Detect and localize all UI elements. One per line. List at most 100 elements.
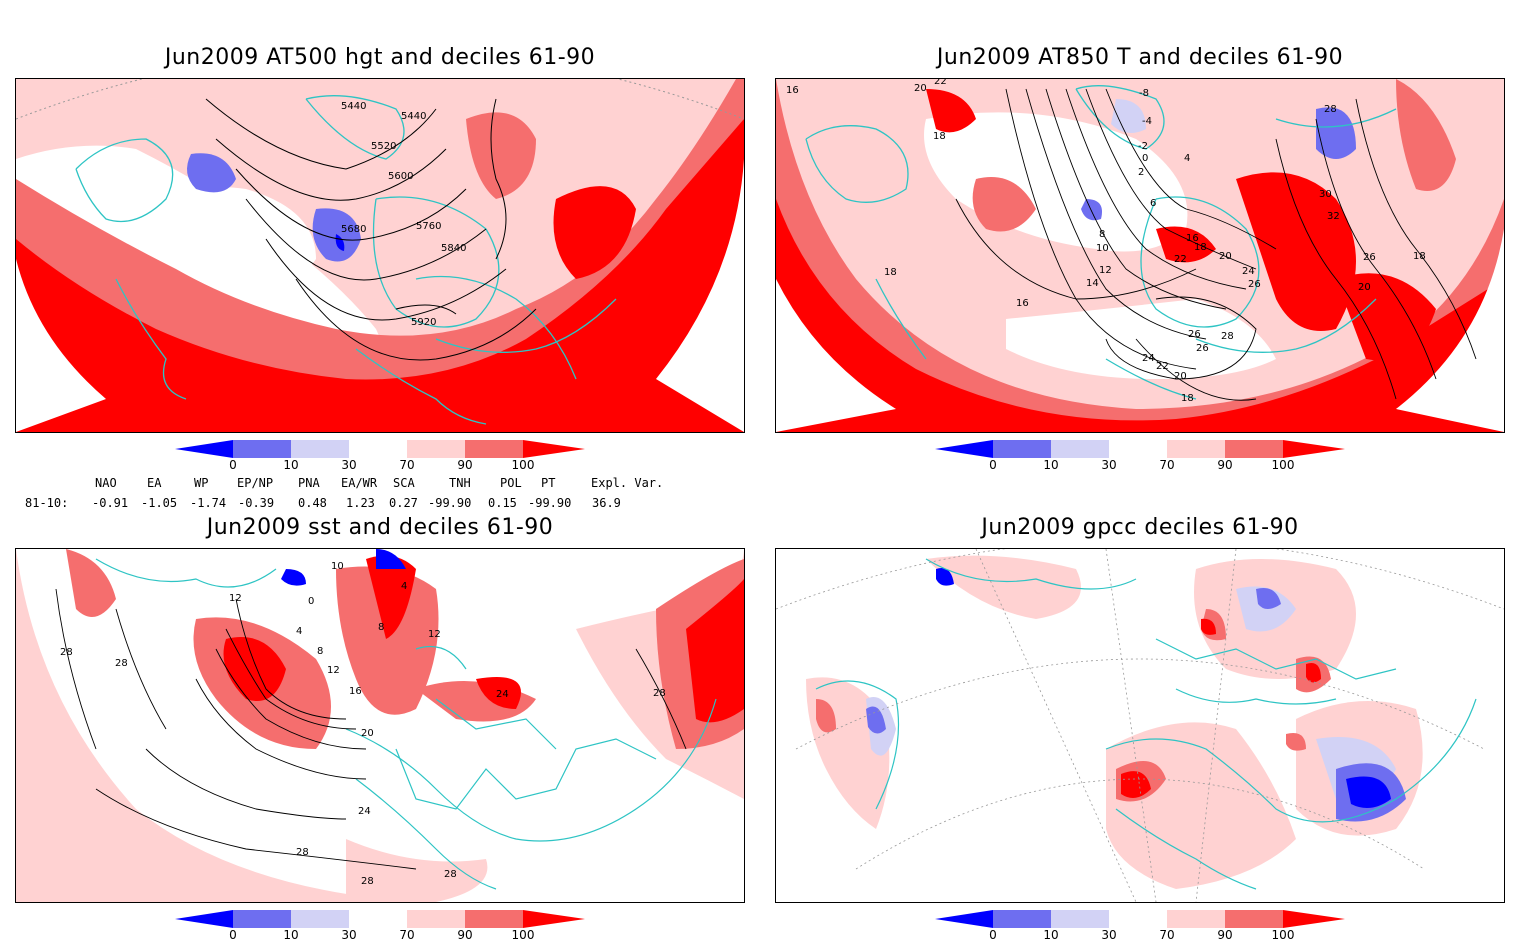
- contour-label: 4: [296, 626, 302, 637]
- index-header: SCA: [393, 476, 415, 490]
- contour-label: 12: [229, 593, 242, 604]
- colorbar-tick: 70: [399, 928, 415, 942]
- index-value: -0.39: [238, 496, 275, 510]
- index-value: -99.90: [428, 496, 472, 510]
- contour-label: 5520: [371, 141, 396, 152]
- index-header: POL: [500, 476, 522, 490]
- contour-label: 28: [361, 876, 374, 887]
- contour-label: 28: [444, 869, 457, 880]
- colorbar-tick: 30: [1101, 928, 1117, 942]
- index-value: -1.05: [141, 496, 178, 510]
- contour-label: 8: [378, 622, 384, 633]
- colorbar-tick: 10: [1043, 458, 1059, 472]
- contour-label: 12: [327, 665, 340, 676]
- colorbar-top-left: 0 10 30 70 90 100: [175, 440, 595, 480]
- contour-label: 0: [1142, 153, 1148, 164]
- contour-label: -8: [1139, 88, 1149, 99]
- contour-label: 28: [60, 647, 73, 658]
- map-panel-gpcc: [775, 548, 1505, 903]
- index-value: -1.74: [190, 496, 227, 510]
- contour-label: 28: [115, 658, 128, 669]
- colorbar-tick: 70: [399, 458, 415, 472]
- colorbar-tick: 90: [457, 928, 473, 942]
- panel-title-gpcc: Jun2009 gpcc deciles 61-90: [981, 515, 1299, 540]
- colorbar-tick: 100: [511, 458, 535, 472]
- colorbar-tick: 0: [989, 458, 997, 472]
- contour-label: 16: [1016, 298, 1029, 309]
- indices-header-row: NAO EA WP EP/NP PNA EA/WR SCA TNH POL PT…: [0, 476, 700, 492]
- contour-label: 8: [317, 646, 323, 657]
- contour-label: 28: [653, 688, 666, 699]
- contour-label: 22: [934, 79, 947, 87]
- index-header: PNA: [298, 476, 320, 490]
- contour-label: 10: [331, 561, 344, 572]
- colorbar-swatches: [175, 910, 585, 928]
- colorbar-tick: 30: [341, 928, 357, 942]
- contour-label: 22: [1174, 254, 1187, 265]
- contour-label: 5680: [341, 224, 366, 235]
- contour-label: 4: [1184, 153, 1190, 164]
- contour-label: 24: [496, 689, 509, 700]
- colorbar-bottom-left: 0 10 30 70 90 100: [175, 910, 595, 950]
- contour-label: 22: [1156, 361, 1169, 372]
- colorbar-bottom-right: 0 10 30 70 90 100: [935, 910, 1355, 950]
- contour-label: 5840: [441, 243, 466, 254]
- contour-label: 28: [296, 847, 309, 858]
- colorbar-swatches: [935, 440, 1345, 458]
- index-header: NAO: [95, 476, 117, 490]
- index-header: PT: [541, 476, 556, 490]
- contour-label: 24: [1142, 353, 1155, 364]
- contour-label: 18: [933, 131, 946, 142]
- contour-label: -2: [1138, 141, 1148, 152]
- colorbar-tick: 70: [1159, 458, 1175, 472]
- colorbar-tick: 90: [457, 458, 473, 472]
- contour-label: 5440: [401, 111, 426, 122]
- contour-label: 20: [361, 728, 374, 739]
- index-value: 0.15: [488, 496, 517, 510]
- map-hgt500-svg: 5440 5440 5520 5600 5680 5760 5840 5920: [16, 79, 744, 432]
- contour-label: 12: [428, 629, 441, 640]
- colorbar-tick: 90: [1217, 458, 1233, 472]
- colorbar-swatches: [935, 910, 1345, 928]
- colorbar-tick: 0: [229, 458, 237, 472]
- colorbar-tick: 100: [511, 928, 535, 942]
- contour-label: 5760: [416, 221, 441, 232]
- colorbar-top-right: 0 10 30 70 90 100: [935, 440, 1355, 480]
- index-value: -99.90: [528, 496, 572, 510]
- contour-label: 18: [884, 267, 897, 278]
- colorbar-swatches: [175, 440, 585, 458]
- contour-label: 8: [1099, 229, 1105, 240]
- contour-label: 26: [1196, 343, 1209, 354]
- contour-label: 14: [1086, 278, 1099, 289]
- contour-label: 26: [1363, 252, 1376, 263]
- contour-label: 4: [401, 581, 407, 592]
- colorbar-tick: 0: [989, 928, 997, 942]
- contour-label: 20: [914, 83, 927, 94]
- contour-label: 32: [1327, 211, 1340, 222]
- contour-label: 16: [1186, 233, 1199, 244]
- map-t850-svg: 16 20 22 18 -8 -4 -2 0 2 4 6 8 10 12 14 …: [776, 79, 1504, 432]
- colorbar-tick: 70: [1159, 928, 1175, 942]
- contour-label: 16: [786, 85, 799, 96]
- index-header: WP: [194, 476, 209, 490]
- index-header: Expl. Var.: [591, 476, 664, 490]
- index-header: TNH: [449, 476, 471, 490]
- contour-label: 28: [1324, 104, 1337, 115]
- contour-label: 24: [1242, 266, 1255, 277]
- index-value: 0.27: [389, 496, 418, 510]
- index-value: 1.23: [346, 496, 375, 510]
- contour-label: 20: [1358, 282, 1371, 293]
- map-gpcc-svg: [776, 549, 1504, 902]
- contour-label: 26: [1188, 329, 1201, 340]
- index-value: 36.9: [592, 496, 621, 510]
- contour-label: 18: [1194, 242, 1207, 253]
- colorbar-tick: 30: [341, 458, 357, 472]
- colorbar-tick: 10: [283, 458, 299, 472]
- contour-label: 20: [1174, 371, 1187, 382]
- colorbar-tick: 0: [229, 928, 237, 942]
- contour-label: 5600: [388, 171, 413, 182]
- index-header: EA: [147, 476, 162, 490]
- panel-title-hgt500: Jun2009 AT500 hgt and deciles 61-90: [164, 45, 596, 70]
- contour-label: 24: [358, 806, 371, 817]
- contour-label: 18: [1413, 251, 1426, 262]
